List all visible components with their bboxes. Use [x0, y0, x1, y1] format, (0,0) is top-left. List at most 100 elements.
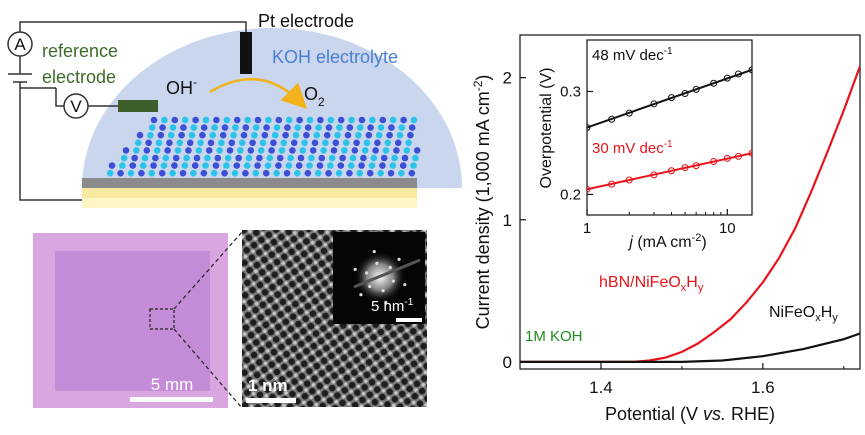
lattice-atom — [254, 162, 261, 169]
tafel-point — [608, 115, 616, 123]
lattice-atom — [347, 162, 355, 169]
voltmeter-icon — [63, 93, 89, 119]
lattice-atom — [262, 169, 270, 177]
lattice-atom — [325, 169, 332, 177]
lattice-atom — [193, 154, 201, 162]
lattice-atom — [247, 147, 255, 154]
electrochemical-cell-schematic: A V Pt electrode KOH electrolyte referen… — [7, 11, 462, 208]
lsv-y-tick-label: 2 — [503, 69, 512, 88]
lattice-atom — [341, 147, 348, 154]
lattice-atom — [337, 116, 345, 124]
tafel-point — [625, 176, 633, 184]
diffraction-spot — [381, 289, 385, 293]
lattice-atom — [119, 162, 126, 169]
lattice-atom — [285, 116, 293, 124]
lattice-atom — [304, 169, 312, 177]
lattice-atom — [401, 154, 409, 162]
lattice-atom — [134, 139, 142, 147]
lattice-atom — [348, 116, 355, 124]
diffraction-spot — [397, 257, 401, 261]
lattice-atom — [164, 147, 171, 154]
lattice-atom — [232, 124, 239, 131]
lattice-atom — [309, 147, 317, 154]
tafel-x-tick-label: 1 — [583, 220, 591, 237]
optical-scale-bar — [130, 397, 213, 402]
tafel-point — [650, 100, 658, 108]
reaction-arrow — [209, 77, 308, 110]
lattice-atom — [171, 162, 178, 169]
lattice-atom — [360, 154, 367, 162]
lattice-atom — [221, 169, 228, 177]
lattice-atom — [366, 169, 374, 177]
lattice-atom — [224, 154, 232, 162]
lattice-atom — [290, 139, 298, 147]
lattice-atom — [356, 124, 364, 131]
lsv-x-tick-label: 1.6 — [751, 378, 775, 397]
lattice-atom — [328, 154, 336, 162]
lattice-atom — [133, 147, 140, 154]
lattice-atom — [294, 169, 301, 177]
lsv-x-axis-label: Potential (V vs. RHE) — [605, 404, 775, 424]
inset-scale-label: 5 nm-1 — [371, 297, 414, 315]
lattice-atom — [275, 162, 282, 169]
pt-electrode-label: Pt electrode — [258, 11, 354, 31]
lattice-atom — [316, 162, 324, 169]
lattice-atom — [266, 154, 274, 162]
lattice-atom — [374, 139, 381, 147]
ammeter-icon — [7, 31, 33, 57]
lattice-atom — [221, 124, 229, 131]
lattice-atom — [264, 162, 272, 169]
diffraction-spot — [403, 283, 407, 287]
lattice-atom — [200, 169, 208, 177]
lattice-atom — [223, 162, 230, 169]
lattice-atom — [143, 147, 151, 154]
lattice-atom — [273, 169, 280, 177]
lattice-atom — [139, 162, 147, 169]
lattice-atom — [273, 124, 281, 131]
lattice-atom — [327, 116, 335, 124]
lattice-atom — [205, 147, 213, 154]
lattice-atom — [259, 139, 267, 147]
lattice-atom — [355, 131, 362, 139]
tafel-y-tick-label: 0.2 — [560, 186, 581, 203]
lattice-atom — [398, 124, 406, 131]
lattice-atom — [169, 124, 177, 131]
lattice-atom — [358, 116, 366, 124]
lattice-atom — [346, 124, 354, 131]
lattice-atom — [361, 147, 369, 154]
lattice-atom — [408, 124, 416, 131]
lattice-atom — [278, 147, 286, 154]
lattice-atom — [379, 116, 387, 124]
diffraction-spot — [375, 261, 379, 265]
lattice-atom — [388, 124, 395, 131]
lattice-atom — [243, 162, 251, 169]
diffraction-spot — [365, 271, 369, 275]
lattice-atom — [403, 147, 411, 154]
lattice-atom — [346, 169, 353, 177]
inset-scale-bar — [396, 318, 422, 322]
lattice-atom — [226, 147, 234, 154]
lattice-atom — [386, 131, 393, 139]
lattice-atom — [327, 162, 334, 169]
lattice-atom — [190, 169, 197, 177]
lattice-atom — [256, 154, 263, 162]
lattice-atom — [242, 124, 250, 131]
lattice-atom — [320, 147, 327, 154]
lattice-atom — [178, 131, 185, 139]
lattice-atom — [391, 154, 398, 162]
lattice-atom — [257, 147, 265, 154]
lattice-atom — [349, 154, 357, 162]
lattice-atom — [265, 116, 272, 124]
lattice-atom — [212, 162, 220, 169]
tem-scale-label: 1 nm — [248, 376, 288, 395]
lattice-atom — [344, 131, 352, 139]
lattice-atom — [375, 131, 383, 139]
lattice-atom — [325, 124, 333, 131]
lattice-atom — [251, 131, 258, 139]
lattice-atom — [322, 139, 329, 147]
lattice-atom — [167, 131, 175, 139]
lattice-atom — [223, 116, 231, 124]
lattice-atom — [382, 147, 390, 154]
lattice-atom — [191, 162, 199, 169]
